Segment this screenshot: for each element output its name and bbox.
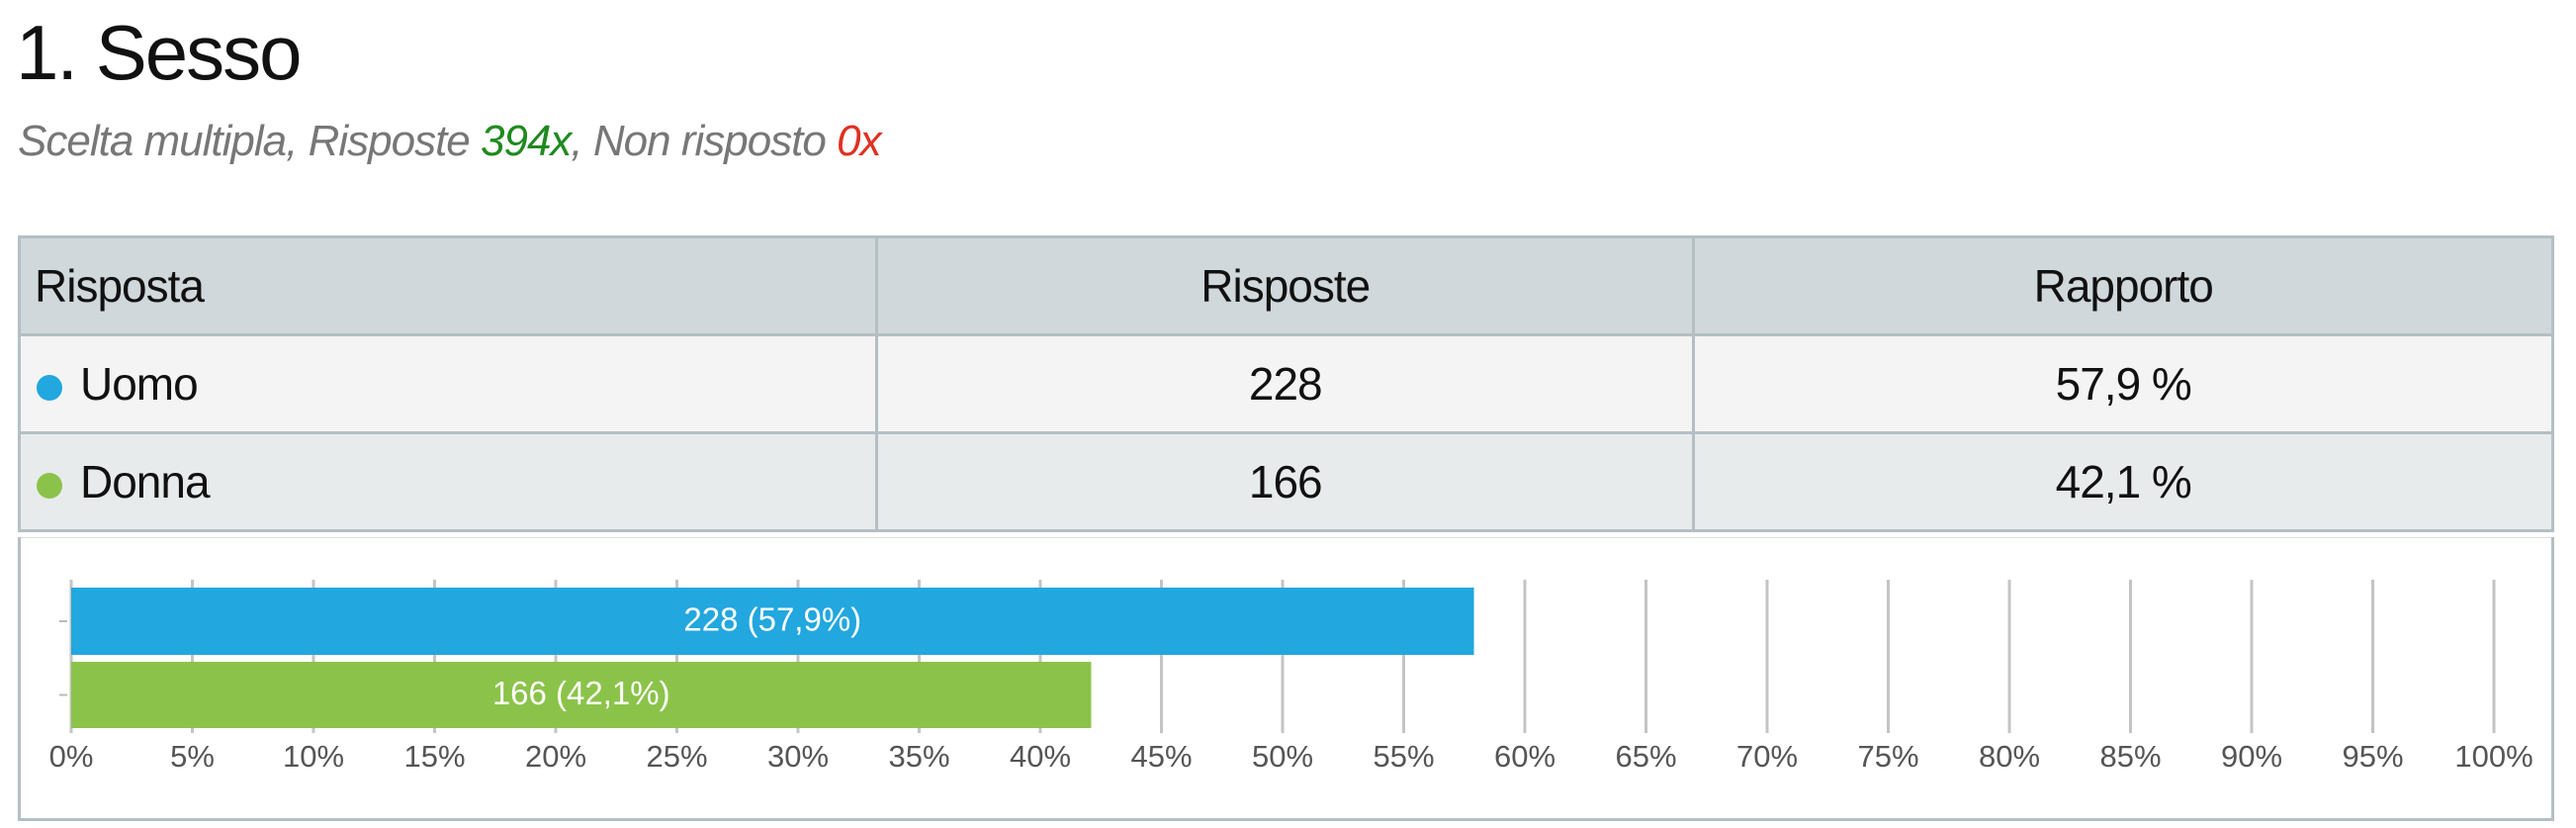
cell: Uomo: [18, 333, 878, 434]
legend-dot: [37, 374, 62, 401]
x-tick-label: 80%: [1979, 739, 2040, 774]
bar-label: 166 (42,1%): [492, 675, 670, 711]
x-tick-label: 65%: [1615, 739, 1676, 774]
legend-dot: [37, 472, 62, 499]
question-title: 1. Sesso: [16, 9, 303, 96]
table-header: Risposta Risposte Rapporto: [18, 235, 2554, 336]
chart: 0% 5% 10% 15% 20% 25% 30% 35% 40% 45% 50% 55% 60% 65%…: [18, 537, 2554, 821]
x-tick-label: 70%: [1736, 739, 1798, 774]
table-row: Donna 166 42,1 %: [18, 431, 2554, 532]
x-tick-label: 30%: [767, 739, 829, 774]
x-tick-label: 25%: [646, 739, 707, 774]
cell: 42,1 %: [1692, 431, 2554, 532]
bar: [71, 662, 1092, 728]
column-header: Risposta: [18, 235, 878, 336]
x-tick-label: 75%: [1857, 739, 1918, 774]
cell: Donna: [18, 431, 878, 532]
x-tick-label: 5%: [170, 739, 215, 774]
table-row: Uomo 228 57,9 %: [18, 333, 2554, 434]
question-subtitle: Scelta multipla, Risposte 394x, Non risp…: [18, 117, 882, 166]
subtitle-text: Scelta multipla, Risposte: [18, 117, 481, 165]
cell: 228: [874, 333, 1696, 434]
answered-count: 394x: [481, 117, 572, 165]
subtitle-text: , Non risposto: [571, 117, 838, 165]
bar-label: 228 (57,9%): [683, 601, 861, 638]
results-table: Risposta Risposte Rapporto Uomo 228 57,9…: [18, 235, 2554, 532]
x-tick-label: 35%: [888, 739, 949, 774]
cell: 166: [874, 431, 1696, 532]
column-header: Rapporto: [1692, 235, 2554, 336]
x-tick-label: 55%: [1373, 739, 1434, 774]
column-header: Risposte: [874, 235, 1696, 336]
x-tick-label: 40%: [1010, 739, 1071, 774]
x-tick-label: 45%: [1130, 739, 1192, 774]
x-tick-label: 20%: [525, 739, 586, 774]
x-tick-label: 100%: [2454, 739, 2532, 774]
cell: 57,9 %: [1692, 333, 2554, 434]
x-tick-label: 10%: [283, 739, 344, 774]
x-tick-label: 95%: [2342, 739, 2403, 774]
x-tick-label: 60%: [1494, 739, 1555, 774]
bar: [71, 588, 1474, 655]
x-tick-label: 50%: [1252, 739, 1313, 774]
x-tick-label: 85%: [2099, 739, 2161, 774]
x-tick-label: 15%: [403, 739, 465, 774]
unanswered-count: 0x: [837, 117, 881, 165]
x-tick-label: 0%: [49, 739, 94, 774]
answer-label: Donna: [80, 456, 211, 507]
answer-label: Uomo: [80, 358, 199, 410]
x-tick-label: 90%: [2221, 739, 2282, 774]
